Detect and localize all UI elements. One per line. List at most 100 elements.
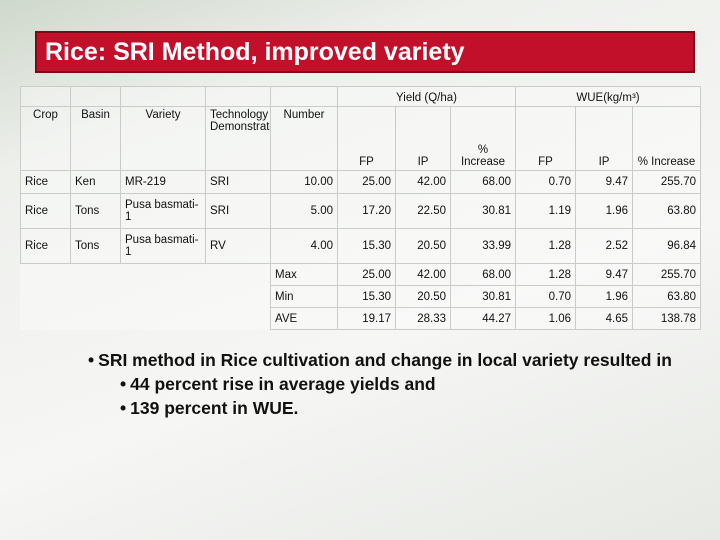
- table-cell: Tons: [70, 193, 121, 229]
- table-row: Rice Tons Pusa basmati-1 RV 4.00 15.30 20.50 33…: [20, 228, 702, 264]
- summary-cell: 0.70: [515, 285, 576, 308]
- table-cell: 30.81: [450, 193, 516, 229]
- empty-cell: [71, 286, 121, 308]
- table-cell: Ken: [70, 170, 121, 194]
- column-header: % Increase: [450, 106, 516, 171]
- group-header: Yield (Q/ha): [337, 86, 516, 107]
- table-cell: 20.50: [395, 228, 451, 264]
- empty-cell: [270, 86, 338, 107]
- table-cell: RV: [205, 228, 271, 264]
- table-cell: 1.96: [575, 193, 633, 229]
- column-header: Crop: [20, 106, 71, 171]
- table-cell: MR-219: [120, 170, 206, 194]
- column-header: FP: [515, 106, 576, 171]
- summary-cell: 30.81: [450, 285, 516, 308]
- summary-cell: 4.65: [575, 307, 633, 330]
- column-header: Basin: [70, 106, 121, 171]
- sub-bullet: 139 percent in WUE.: [120, 398, 698, 419]
- bullet-list: SRI method in Rice cultivation and chang…: [88, 350, 698, 419]
- table-cell: 96.84: [631, 228, 702, 264]
- summary-cell: 255.70: [631, 263, 702, 286]
- empty-cell: [120, 86, 206, 107]
- table-row: AVE 19.17 28.33 44.27 1.06 4.65 138.78: [21, 307, 702, 330]
- table-cell: Pusa basmati-1: [120, 228, 206, 264]
- empty-cell: [71, 308, 121, 330]
- table-row: Yield (Q/ha) WUE(kg/m³): [20, 86, 702, 107]
- bullet-text: SRI method in Rice cultivation and chang…: [98, 350, 672, 370]
- summary-label: Max: [270, 263, 338, 286]
- summary-cell: 19.17: [337, 307, 396, 330]
- table-cell: 2.52: [575, 228, 633, 264]
- empty-cell: [206, 264, 271, 286]
- empty-cell: [121, 264, 206, 286]
- table-cell: Rice: [20, 170, 71, 194]
- empty-cell: [206, 286, 271, 308]
- table-row: Min 15.30 20.50 30.81 0.70 1.96 63.80: [21, 285, 702, 308]
- column-header: Variety: [120, 106, 206, 171]
- table-row: Rice Tons Pusa basmati-1 SRI 5.00 17.20 22.50 3…: [20, 193, 702, 229]
- empty-cell: [71, 264, 121, 286]
- slide-title: Rice: SRI Method, improved variety: [35, 31, 695, 73]
- empty-cell: [21, 308, 71, 330]
- table-cell: 17.20: [337, 193, 396, 229]
- table-row: Rice Ken MR-219 SRI 10.00 25.00 42.00 68.00 0.70…: [20, 170, 702, 194]
- data-table: Yield (Q/ha) WUE(kg/m³) Crop Basin Variety Te…: [20, 86, 702, 330]
- summary-cell: 138.78: [631, 307, 702, 330]
- table-cell: 0.70: [515, 170, 576, 194]
- empty-cell: [70, 86, 121, 107]
- summary-cell: 25.00: [337, 263, 396, 286]
- table-cell: 255.70: [631, 170, 702, 194]
- table-cell: 9.47: [575, 170, 633, 194]
- summary-cell: 20.50: [395, 285, 451, 308]
- table-cell: 1.28: [515, 228, 576, 264]
- empty-cell: [121, 308, 206, 330]
- table-cell: 5.00: [270, 193, 338, 229]
- table-cell: SRI: [205, 193, 271, 229]
- summary-cell: 1.96: [575, 285, 633, 308]
- empty-cell: [21, 264, 71, 286]
- column-header: FP: [337, 106, 396, 171]
- table-cell: Rice: [20, 193, 71, 229]
- table-cell: 1.19: [515, 193, 576, 229]
- table-row: Max 25.00 42.00 68.00 1.28 9.47 255.70: [21, 263, 702, 286]
- summary-cell: 1.06: [515, 307, 576, 330]
- group-header: WUE(kg/m³): [514, 86, 702, 107]
- table-cell: Pusa basmati-1: [120, 193, 206, 229]
- bullet-text: 44 percent rise in average yields and: [130, 374, 436, 394]
- empty-cell: [206, 308, 271, 330]
- table-cell: 22.50: [395, 193, 451, 229]
- column-header: IP: [395, 106, 451, 171]
- column-header: % Increase: [631, 106, 702, 171]
- column-header: IP: [575, 106, 633, 171]
- table-cell: 33.99: [450, 228, 516, 264]
- summary-label: AVE: [270, 307, 338, 330]
- sub-bullet: 44 percent rise in average yields and: [120, 374, 698, 395]
- summary-cell: 63.80: [631, 285, 702, 308]
- table-cell: 4.00: [270, 228, 338, 264]
- empty-cell: [20, 86, 71, 107]
- table-cell: SRI: [205, 170, 271, 194]
- summary-cell: 42.00: [395, 263, 451, 286]
- summary-cell: 15.30: [337, 285, 396, 308]
- bullet: SRI method in Rice cultivation and chang…: [88, 350, 698, 419]
- empty-cell: [205, 86, 271, 107]
- table-cell: 25.00: [337, 170, 396, 194]
- bullet-text: 139 percent in WUE.: [130, 398, 299, 418]
- summary-label: Min: [270, 285, 338, 308]
- column-header: Number: [270, 106, 338, 171]
- empty-cell: [121, 286, 206, 308]
- table-cell: 42.00: [395, 170, 451, 194]
- table-cell: Rice: [20, 228, 71, 264]
- summary-cell: 28.33: [395, 307, 451, 330]
- summary-cell: 44.27: [450, 307, 516, 330]
- table-cell: 68.00: [450, 170, 516, 194]
- table-cell: Tons: [70, 228, 121, 264]
- table-cell: 63.80: [631, 193, 702, 229]
- empty-cell: [21, 286, 71, 308]
- table-cell: 15.30: [337, 228, 396, 264]
- summary-cell: 68.00: [450, 263, 516, 286]
- column-header: Technology Demonstrated: [205, 106, 271, 171]
- summary-cell: 1.28: [515, 263, 576, 286]
